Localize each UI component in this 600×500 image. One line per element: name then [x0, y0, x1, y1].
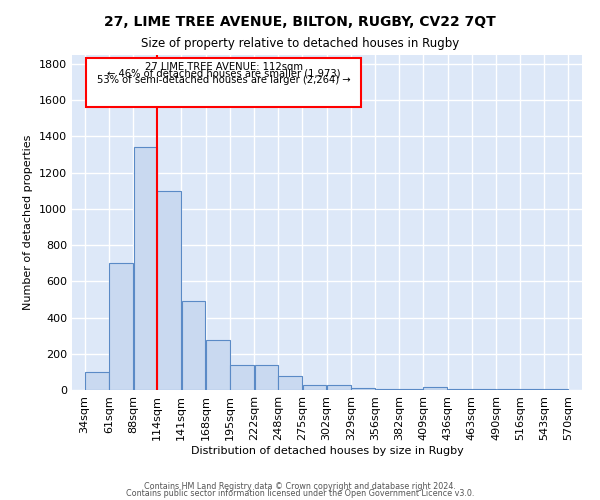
Text: ← 46% of detached houses are smaller (1,973): ← 46% of detached houses are smaller (1,…: [107, 69, 340, 79]
Y-axis label: Number of detached properties: Number of detached properties: [23, 135, 34, 310]
Bar: [544, 389, 568, 390]
Text: 27 LIME TREE AVENUE: 112sqm: 27 LIME TREE AVENUE: 112sqm: [145, 62, 302, 72]
Bar: [302, 384, 326, 390]
Text: 27, LIME TREE AVENUE, BILTON, RUGBY, CV22 7QT: 27, LIME TREE AVENUE, BILTON, RUGBY, CV2…: [104, 15, 496, 29]
Text: Size of property relative to detached houses in Rugby: Size of property relative to detached ho…: [141, 38, 459, 51]
Bar: [254, 364, 278, 390]
Bar: [424, 388, 447, 390]
Bar: [134, 148, 157, 390]
Text: Contains HM Land Registry data © Crown copyright and database right 2024.: Contains HM Land Registry data © Crown c…: [144, 482, 456, 491]
Text: Contains public sector information licensed under the Open Government Licence v3: Contains public sector information licen…: [126, 490, 474, 498]
Bar: [157, 191, 181, 390]
Bar: [85, 372, 109, 390]
Bar: [351, 388, 375, 390]
Bar: [182, 302, 205, 390]
Bar: [497, 389, 520, 390]
Text: 53% of semi-detached houses are larger (2,264) →: 53% of semi-detached houses are larger (…: [97, 75, 350, 85]
Bar: [472, 389, 496, 390]
Bar: [86, 58, 361, 106]
Bar: [278, 376, 302, 390]
Bar: [230, 364, 254, 390]
Bar: [109, 263, 133, 390]
Bar: [448, 389, 472, 390]
Bar: [327, 384, 350, 390]
Bar: [376, 389, 400, 390]
Bar: [520, 389, 544, 390]
Bar: [399, 389, 423, 390]
Bar: [206, 340, 230, 390]
X-axis label: Distribution of detached houses by size in Rugby: Distribution of detached houses by size …: [191, 446, 463, 456]
